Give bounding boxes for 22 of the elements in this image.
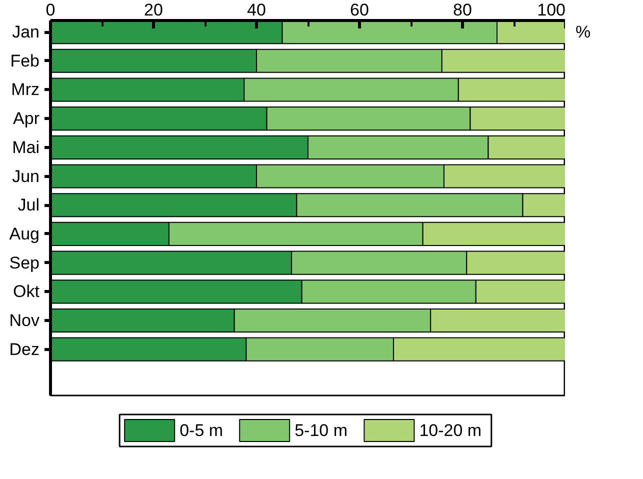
y-tick-label: Jun <box>12 166 40 186</box>
x-tick-label: 40 <box>247 0 266 20</box>
legend-label: 0-5 m <box>180 421 224 440</box>
legend-label: 10-20 m <box>419 421 482 440</box>
x-tick-label: 80 <box>453 0 472 20</box>
x-tick-label: 100 <box>537 0 566 20</box>
y-tick-label: Sep <box>9 253 40 272</box>
legend-label: 5-10 m <box>294 421 348 440</box>
y-tick-label: Mai <box>12 138 40 157</box>
x-tick-label: 60 <box>350 0 369 20</box>
y-tick-label: Aug <box>9 224 40 244</box>
x-tick-label: 0 <box>46 0 56 20</box>
y-tick-label: Okt <box>13 282 40 302</box>
y-tick-label: Jul <box>18 196 40 215</box>
y-tick-label: Feb <box>10 51 40 70</box>
x-axis-title: % <box>576 22 591 42</box>
y-tick-label: Jan <box>12 22 40 42</box>
y-tick-label: Mrz <box>11 80 40 100</box>
x-tick-label: 20 <box>144 0 163 20</box>
y-tick-label: Nov <box>9 311 40 330</box>
y-tick-label: Dez <box>9 340 40 359</box>
y-tick-label: Apr <box>13 109 40 128</box>
